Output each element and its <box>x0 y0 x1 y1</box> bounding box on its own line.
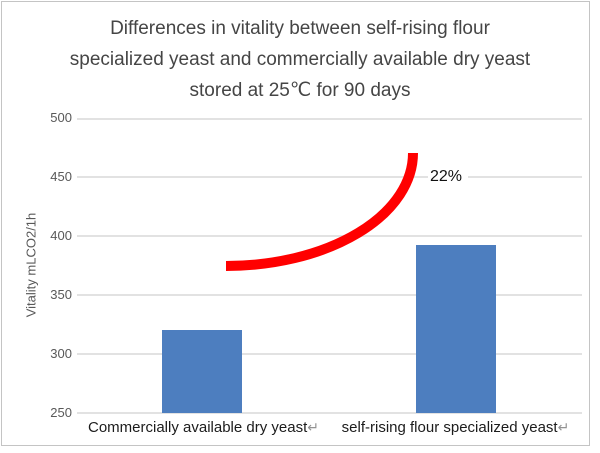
y-tick-300: 300 <box>50 346 72 361</box>
gridline-400 <box>77 235 582 237</box>
chart-title: Differences in vitality between self-ris… <box>0 13 600 106</box>
gridline-450 <box>77 176 582 178</box>
plot-area <box>77 118 582 414</box>
bar-commercial-dry-yeast <box>162 330 242 413</box>
chart-title-line-3: stored at 25℃ for 90 days <box>189 80 411 101</box>
y-tick-250: 250 <box>50 405 72 420</box>
gridline-300 <box>77 353 582 355</box>
y-tick-400: 400 <box>50 228 72 243</box>
return-mark-icon: ↵ <box>557 419 570 435</box>
gridline-500 <box>77 118 582 120</box>
chart-title-line-2: specialized yeast and commercially avail… <box>69 49 531 70</box>
bar-self-rising-flour-yeast <box>416 245 496 413</box>
x-category-label-commercial: Commercially available dry yeast↵ <box>77 419 330 436</box>
y-tick-350: 350 <box>50 287 72 302</box>
x-category-text: self-rising flour specialized yeast <box>341 419 558 436</box>
percent-increase-label: 22% <box>428 168 469 186</box>
gridline-250-baseline <box>77 412 582 414</box>
gridline-350 <box>77 294 582 296</box>
x-category-text: Commercially available dry yeast <box>88 419 308 436</box>
return-mark-icon: ↵ <box>307 419 319 435</box>
y-tick-450: 450 <box>50 169 72 184</box>
x-category-label-self-rising: self-rising flour specialized yeast↵ <box>329 419 582 436</box>
chart-title-line-1: Differences in vitality between self-ris… <box>110 18 490 39</box>
y-tick-500: 500 <box>50 110 72 125</box>
